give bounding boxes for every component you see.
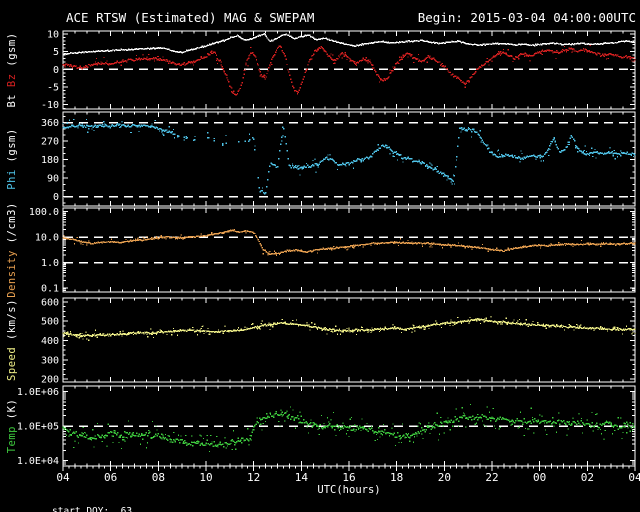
svg-text:-10: -10 <box>41 100 59 111</box>
svg-text:5: 5 <box>53 47 59 58</box>
title-row: ACE RTSW (Estimated) MAG & SWEPAM Begin:… <box>0 10 640 25</box>
svg-text:180: 180 <box>41 155 59 166</box>
svg-text:90: 90 <box>47 174 59 185</box>
svg-text:500: 500 <box>41 317 59 328</box>
plot-title: ACE RTSW (Estimated) MAG & SWEPAM <box>66 10 315 25</box>
svg-text:0.1: 0.1 <box>41 284 59 295</box>
svg-text:Bt Bz (gsm): Bt Bz (gsm) <box>6 32 18 107</box>
svg-text:300: 300 <box>41 355 59 366</box>
svg-text:1.0E+06: 1.0E+06 <box>17 387 59 398</box>
svg-text:1.0E+05: 1.0E+05 <box>17 422 59 433</box>
svg-text:270: 270 <box>41 137 59 148</box>
svg-text:-5: -5 <box>47 83 59 94</box>
svg-text:Density (/cm3): Density (/cm3) <box>6 202 18 298</box>
svg-text:400: 400 <box>41 336 59 347</box>
begin-timestamp: Begin: 2015-03-04 04:00:00UTC <box>417 10 636 25</box>
svg-text:Speed (km/s): Speed (km/s) <box>6 299 18 381</box>
svg-text:0: 0 <box>53 192 59 203</box>
svg-text:360: 360 <box>41 118 59 129</box>
x-axis-title: UTC(hours) <box>317 484 381 496</box>
svg-text:600: 600 <box>41 297 59 308</box>
svg-text:0: 0 <box>53 65 59 76</box>
svg-text:1.0: 1.0 <box>41 258 59 269</box>
svg-text:1.0E+04: 1.0E+04 <box>17 456 59 467</box>
svg-text:100.0: 100.0 <box>29 207 59 218</box>
footer-row: start DOY: 63 caution: density < 1 creat… <box>0 495 640 512</box>
svg-text:10.0: 10.0 <box>35 233 59 244</box>
svg-text:10: 10 <box>47 29 59 40</box>
svg-text:Phi (gsm): Phi (gsm) <box>6 128 18 189</box>
start-doy-label: start DOY: 63 <box>52 506 133 512</box>
svg-text:200: 200 <box>41 375 59 386</box>
svg-text:Temp (K): Temp (K) <box>6 399 18 454</box>
